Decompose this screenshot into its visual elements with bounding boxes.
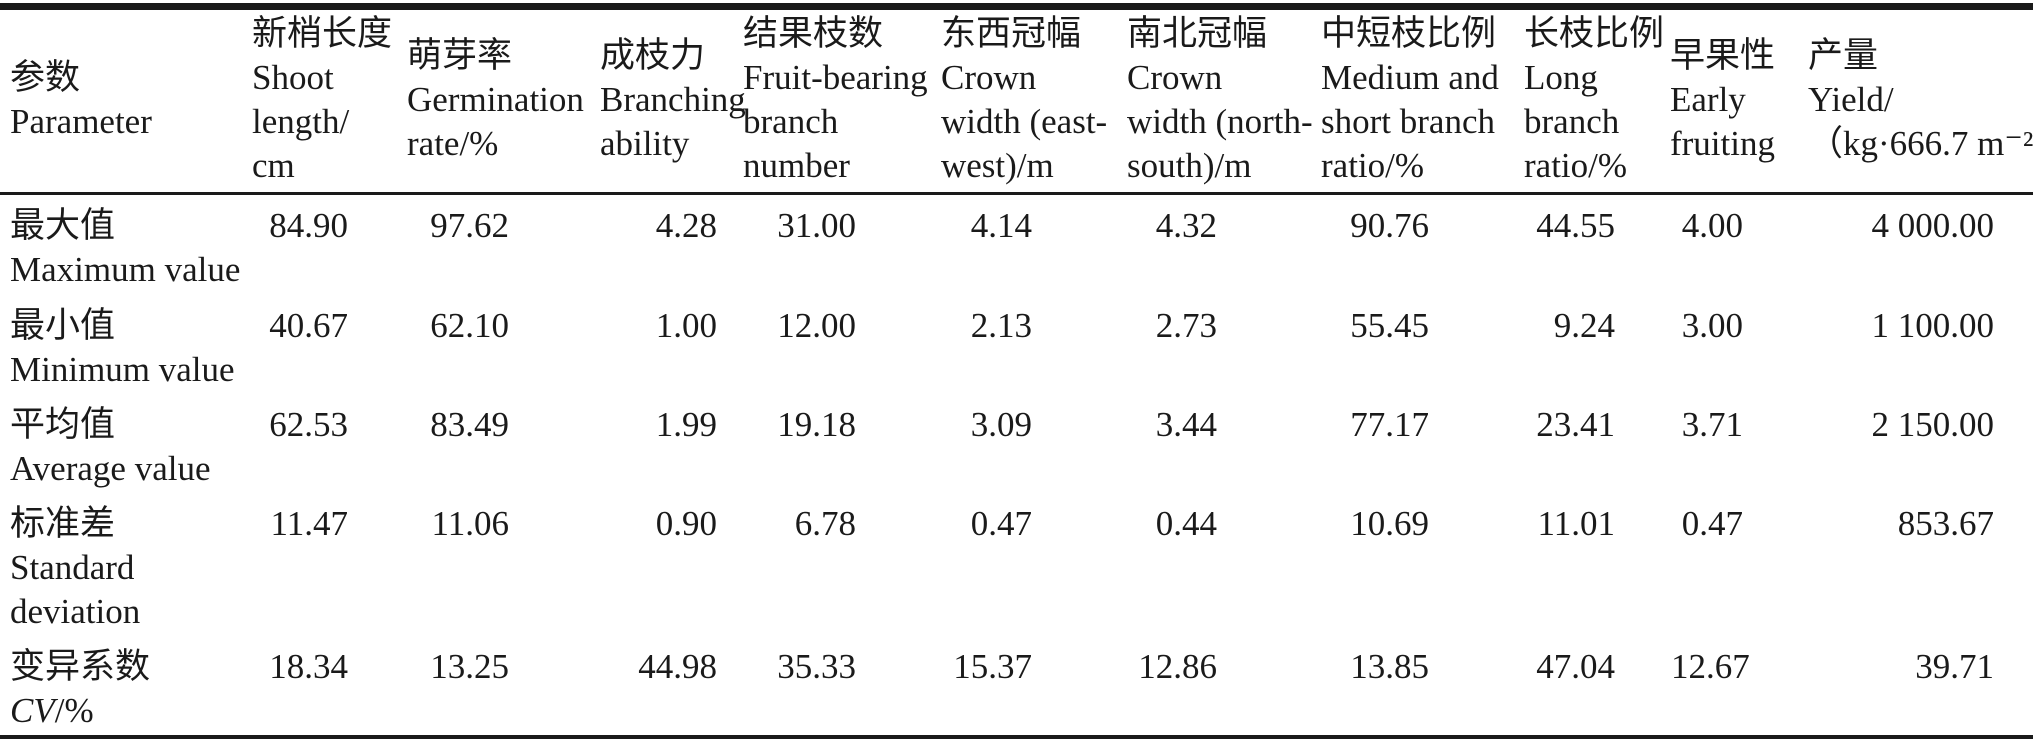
value-cell: 11.47 [270,503,348,543]
value-cell: 1.99 [655,404,717,444]
column-header-crown-width-east-west: 东西冠幅 Crown width (east- west)/m [941,6,1127,196]
value-cell: 35.33 [777,647,856,687]
row-label-zh: 标准差 [10,503,116,543]
value-cell: 39.71 [1915,647,1994,687]
table-row-maximum: 最大值 Maximum value 84.90 97.62 4.28 31.00… [0,194,2033,295]
row-label-en: Maximum value [10,250,241,290]
value-cell: 9.24 [1553,305,1615,345]
value-cell: 4.14 [970,206,1032,246]
table-row-minimum: 最小值 Minimum value 40.67 62.10 1.00 12.00… [0,295,2033,394]
row-label: 最小值 Minimum value [0,295,252,394]
column-header-shoot-length: 新梢长度 Shoot length/ cm [252,6,407,196]
table-body: 最大值 Maximum value 84.90 97.62 4.28 31.00… [0,194,2033,739]
column-header-crown-width-north-south: 南北冠幅 Crown width (north- south)/m [1127,6,1321,196]
value-cell: 44.98 [638,647,717,687]
value-cell: 47.04 [1536,647,1615,687]
value-cell: 4.00 [1681,206,1743,246]
value-cell: 23.41 [1536,404,1615,444]
value-cell: 2 150.00 [1871,404,1995,444]
value-cell: 4.28 [655,206,717,246]
column-header-medium-short-branch-ratio: 中短枝比例 Medium and short branch ratio/% [1321,6,1524,196]
value-cell: 2.13 [970,305,1032,345]
value-cell: 83.49 [430,404,509,444]
value-cell: 0.90 [655,503,717,543]
value-cell: 97.62 [430,206,509,246]
value-cell: 6.78 [794,503,856,543]
row-label: 标准差 Standard deviation [0,493,252,636]
column-header-branching-ability: 成枝力 Branching ability [600,6,746,196]
value-cell: 3.44 [1155,404,1217,444]
value-cell: 84.90 [269,206,348,246]
value-cell: 0.47 [1681,503,1743,543]
row-label-zh: 变异系数 [10,647,151,687]
column-header-yield: 产量 Yield/ （kg·666.7 m⁻²） [1808,6,2033,196]
value-cell: 62.10 [430,305,509,345]
column-header-germination-rate: 萌芽率 Germination rate/% [407,6,600,196]
value-cell: 15.37 [953,647,1032,687]
row-label-en: Standard deviation [10,548,141,632]
column-header-long-branch-ratio: 长枝比例 Long branch ratio/% [1524,6,1670,196]
row-label: 变异系数 CV/% [0,636,252,739]
value-cell: 40.67 [269,305,348,345]
value-cell: 77.17 [1350,404,1429,444]
value-cell: 3.09 [970,404,1032,444]
value-cell: 13.85 [1350,647,1429,687]
row-label: 最大值 Maximum value [0,194,252,295]
value-cell: 11.06 [431,503,509,543]
header-row: 参数 Parameter 新梢长度 Shoot length/ cm 萌芽率 G… [0,6,2033,196]
value-cell: 62.53 [269,404,348,444]
row-label-zh: 最大值 [10,206,116,246]
value-cell: 2.73 [1155,305,1217,345]
value-cell: 12.00 [777,305,856,345]
value-cell: 1 100.00 [1871,305,1995,345]
value-cell: 18.34 [269,647,348,687]
row-label-zh: 最小值 [10,305,116,345]
row-label-en: Average value [10,448,211,488]
column-header-early-fruiting: 早果性 Early fruiting [1670,6,1808,196]
value-cell: 3.00 [1681,305,1743,345]
value-cell: 90.76 [1350,206,1429,246]
value-cell: 0.44 [1155,503,1217,543]
row-label-en: CV/% [10,691,94,731]
value-cell: 55.45 [1350,305,1429,345]
table-row-average: 平均值 Average value 62.53 83.49 1.99 19.18… [0,394,2033,493]
value-cell: 1.00 [655,305,717,345]
value-cell: 4.32 [1155,206,1217,246]
statistics-table: 参数 Parameter 新梢长度 Shoot length/ cm 萌芽率 G… [0,3,2033,739]
value-cell: 44.55 [1536,206,1615,246]
value-cell: 3.71 [1681,404,1743,444]
value-cell: 31.00 [777,206,856,246]
column-header-fruit-bearing-branch-number: 结果枝数 Fruit-bearing branch number [743,6,941,196]
value-cell: 11.01 [1537,503,1615,543]
value-cell: 12.86 [1138,647,1217,687]
table-row-standard-deviation: 标准差 Standard deviation 11.47 11.06 0.90 … [0,493,2033,636]
value-cell: 0.47 [970,503,1032,543]
value-cell: 10.69 [1350,503,1429,543]
value-cell: 853.67 [1897,503,1994,543]
value-cell: 12.67 [1671,647,1750,687]
row-label: 平均值 Average value [0,394,252,493]
value-cell: 19.18 [777,404,856,444]
row-label-en: Minimum value [10,349,235,389]
value-cell: 13.25 [430,647,509,687]
table-row-cv: 变异系数 CV/% 18.34 13.25 44.98 35.33 15.37 … [0,636,2033,739]
value-cell: 4 000.00 [1871,206,1995,246]
row-label-zh: 平均值 [10,404,116,444]
column-header-parameter: 参数 Parameter [0,6,252,196]
table-header: 参数 Parameter 新梢长度 Shoot length/ cm 萌芽率 G… [0,6,2033,196]
